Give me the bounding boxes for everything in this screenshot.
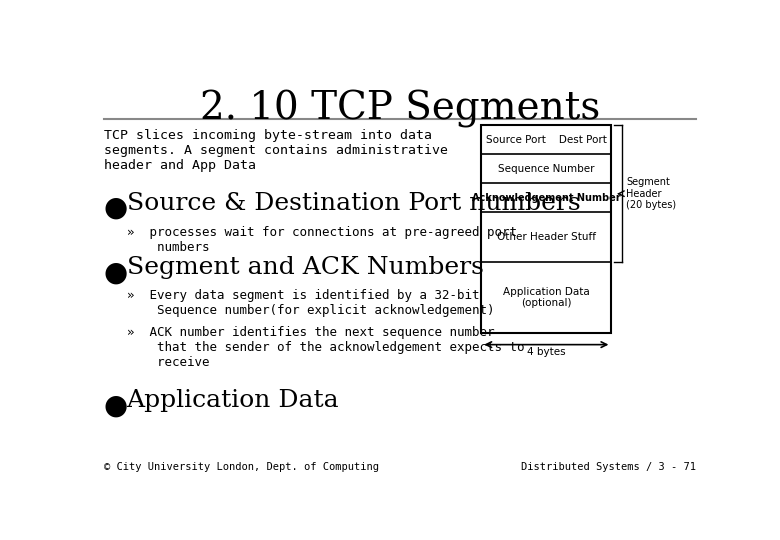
Text: Application Data: Application Data — [126, 389, 339, 412]
Text: ●: ● — [104, 258, 128, 286]
Text: Source Port    Dest Port: Source Port Dest Port — [486, 134, 607, 145]
Text: »  Every data segment is identified by a 32-bit
    Sequence number(for explicit: » Every data segment is identified by a … — [126, 288, 494, 316]
Text: Source & Destination Port numbers: Source & Destination Port numbers — [126, 192, 580, 214]
Text: »  ACK number identifies the next sequence number
    that the sender of the ack: » ACK number identifies the next sequenc… — [126, 326, 524, 369]
Text: © City University London, Dept. of Computing: © City University London, Dept. of Compu… — [104, 462, 378, 472]
Text: »  processes wait for connections at pre-agreed port
    numbers: » processes wait for connections at pre-… — [126, 226, 516, 254]
Text: TCP slices incoming byte-stream into data
segments. A segment contains administr: TCP slices incoming byte-stream into dat… — [104, 129, 448, 172]
Text: ●: ● — [104, 194, 128, 222]
Text: Segment and ACK Numbers: Segment and ACK Numbers — [126, 256, 484, 279]
Text: Segment
Header
(20 bytes): Segment Header (20 bytes) — [626, 177, 676, 210]
Text: 4 bytes: 4 bytes — [527, 347, 566, 357]
Text: Distributed Systems / 3 - 71: Distributed Systems / 3 - 71 — [521, 462, 696, 472]
Text: 2. 10 TCP Segments: 2. 10 TCP Segments — [200, 90, 600, 128]
Text: Other Header Stuff: Other Header Stuff — [497, 232, 596, 242]
Text: ●: ● — [104, 391, 128, 419]
Text: Sequence Number: Sequence Number — [498, 164, 594, 174]
Text: Application Data
(optional): Application Data (optional) — [503, 287, 590, 308]
Text: Acknowledgement Number: Acknowledgement Number — [472, 193, 621, 203]
Bar — [481, 125, 612, 333]
